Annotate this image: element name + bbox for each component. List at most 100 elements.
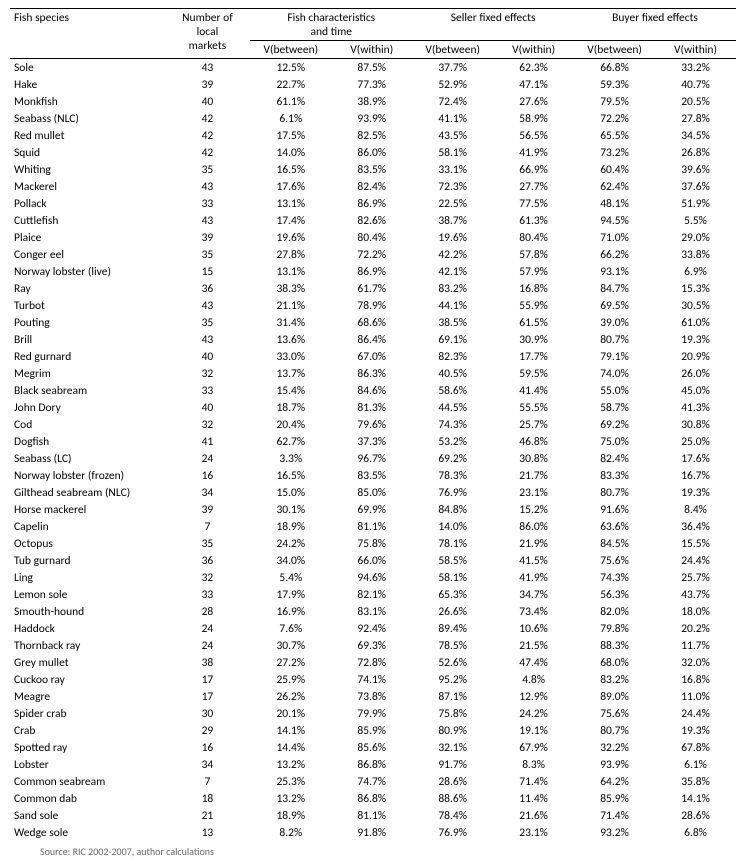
table-row: Seabass (LC)243.3%96.7%69.2%30.8%82.4%17…: [10, 450, 736, 467]
cell-value: 39.6%: [655, 161, 736, 178]
cell-value: 39.0%: [574, 314, 655, 331]
cell-markets: 32: [165, 365, 251, 382]
cell-markets: 33: [165, 195, 251, 212]
cell-value: 66.9%: [493, 161, 574, 178]
cell-markets: 40: [165, 93, 251, 110]
cell-value: 94.5%: [574, 212, 655, 229]
cell-species: Black seabream: [10, 382, 165, 399]
cell-value: 14.1%: [250, 722, 331, 739]
cell-value: 82.6%: [331, 212, 412, 229]
cell-value: 15.0%: [250, 484, 331, 501]
cell-value: 21.6%: [493, 807, 574, 824]
cell-markets: 42: [165, 110, 251, 127]
cell-value: 3.3%: [250, 450, 331, 467]
cell-value: 80.4%: [493, 229, 574, 246]
cell-value: 86.3%: [331, 365, 412, 382]
cell-value: 34.0%: [250, 552, 331, 569]
cell-value: 84.8%: [412, 501, 493, 518]
table-row: Hake3922.7%77.3%52.9%47.1%59.3%40.7%: [10, 76, 736, 93]
table-row: Wedge sole138.2%91.8%76.9%23.1%93.2%6.8%: [10, 824, 736, 841]
cell-value: 13.6%: [250, 331, 331, 348]
cell-value: 16.9%: [250, 603, 331, 620]
cell-value: 80.7%: [574, 331, 655, 348]
cell-value: 30.7%: [250, 637, 331, 654]
cell-value: 60.4%: [574, 161, 655, 178]
cell-value: 80.9%: [412, 722, 493, 739]
cell-value: 61.3%: [493, 212, 574, 229]
cell-markets: 28: [165, 603, 251, 620]
cell-value: 19.6%: [250, 229, 331, 246]
cell-markets: 18: [165, 790, 251, 807]
cell-value: 74.7%: [331, 773, 412, 790]
data-table: Fish species Number of local markets Fis…: [10, 8, 736, 860]
cell-value: 58.9%: [493, 110, 574, 127]
cell-value: 18.9%: [250, 807, 331, 824]
cell-value: 82.5%: [331, 127, 412, 144]
cell-value: 16.8%: [493, 280, 574, 297]
cell-species: Capelin: [10, 518, 165, 535]
cell-value: 72.4%: [412, 93, 493, 110]
cell-value: 67.0%: [331, 348, 412, 365]
cell-markets: 30: [165, 705, 251, 722]
cell-value: 66.2%: [574, 246, 655, 263]
cell-value: 26.8%: [655, 144, 736, 161]
table-row: Tub gurnard3634.0%66.0%58.5%41.5%75.6%24…: [10, 552, 736, 569]
cell-species: Cuttlefish: [10, 212, 165, 229]
cell-value: 85.9%: [574, 790, 655, 807]
cell-value: 86.9%: [331, 263, 412, 280]
table-row: Seabass (NLC)426.1%93.9%41.1%58.9%72.2%2…: [10, 110, 736, 127]
cell-value: 17.7%: [493, 348, 574, 365]
cell-value: 73.2%: [574, 144, 655, 161]
cell-value: 28.6%: [655, 807, 736, 824]
cell-value: 72.2%: [331, 246, 412, 263]
header-vbetween: V(between): [250, 41, 331, 59]
cell-value: 61.7%: [331, 280, 412, 297]
cell-value: 32.0%: [655, 654, 736, 671]
cell-value: 37.6%: [655, 178, 736, 195]
cell-value: 83.2%: [412, 280, 493, 297]
cell-value: 15.2%: [493, 501, 574, 518]
cell-markets: 32: [165, 569, 251, 586]
cell-value: 78.9%: [331, 297, 412, 314]
cell-markets: 24: [165, 637, 251, 654]
cell-value: 17.5%: [250, 127, 331, 144]
cell-value: 62.7%: [250, 433, 331, 450]
cell-value: 78.4%: [412, 807, 493, 824]
cell-value: 74.3%: [412, 416, 493, 433]
cell-value: 58.1%: [412, 144, 493, 161]
cell-value: 91.7%: [412, 756, 493, 773]
cell-value: 33.8%: [655, 246, 736, 263]
cell-value: 10.6%: [493, 620, 574, 637]
cell-value: 88.3%: [574, 637, 655, 654]
cell-value: 86.4%: [331, 331, 412, 348]
cell-species: Wedge sole: [10, 824, 165, 841]
cell-value: 58.5%: [412, 552, 493, 569]
header-vwithin: V(within): [493, 41, 574, 59]
cell-value: 15.5%: [655, 535, 736, 552]
cell-value: 82.1%: [331, 586, 412, 603]
cell-value: 69.2%: [412, 450, 493, 467]
cell-value: 69.9%: [331, 501, 412, 518]
cell-value: 83.5%: [331, 467, 412, 484]
cell-markets: 35: [165, 314, 251, 331]
table-row: Black seabream3315.4%84.6%58.6%41.4%55.0…: [10, 382, 736, 399]
cell-value: 27.6%: [493, 93, 574, 110]
cell-value: 13.2%: [250, 756, 331, 773]
cell-markets: 36: [165, 552, 251, 569]
cell-value: 67.9%: [493, 739, 574, 756]
cell-value: 91.6%: [574, 501, 655, 518]
table-row: Haddock247.6%92.4%89.4%10.6%79.8%20.2%: [10, 620, 736, 637]
cell-value: 14.1%: [655, 790, 736, 807]
cell-value: 74.3%: [574, 569, 655, 586]
cell-markets: 15: [165, 263, 251, 280]
cell-value: 34.7%: [493, 586, 574, 603]
cell-value: 19.3%: [655, 722, 736, 739]
cell-markets: 42: [165, 127, 251, 144]
header-group-seller: Seller fixed effects: [412, 9, 574, 41]
cell-species: Octopus: [10, 535, 165, 552]
cell-species: Brill: [10, 331, 165, 348]
cell-value: 24.4%: [655, 552, 736, 569]
cell-markets: 36: [165, 280, 251, 297]
cell-value: 41.1%: [412, 110, 493, 127]
cell-value: 86.0%: [331, 144, 412, 161]
